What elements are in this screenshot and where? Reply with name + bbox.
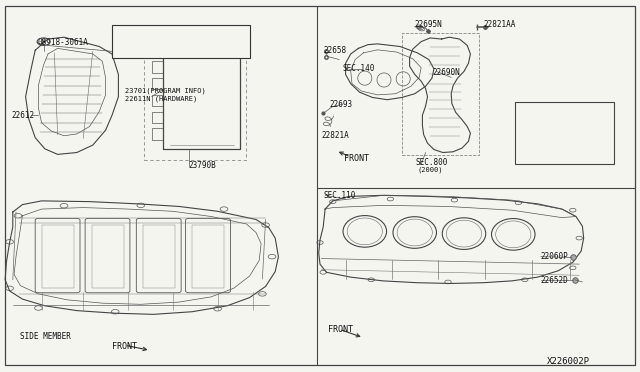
Text: FRONT: FRONT (344, 154, 369, 163)
Text: 22060P: 22060P (541, 252, 568, 261)
Text: FRONT: FRONT (112, 342, 137, 351)
Text: 22631X: 22631X (552, 137, 578, 142)
Text: 08918-3061A: 08918-3061A (37, 38, 88, 47)
Text: SEC.140: SEC.140 (342, 64, 375, 73)
Text: 22612: 22612 (12, 111, 35, 120)
Text: 22611N (HARDWARE): 22611N (HARDWARE) (125, 95, 197, 102)
Text: SIDE MEMBER: SIDE MEMBER (20, 332, 71, 341)
Bar (152, 95, 163, 106)
Text: 22690N: 22690N (432, 68, 460, 77)
Bar (112, 25, 250, 58)
Text: FRONT: FRONT (328, 325, 353, 334)
Bar (152, 78, 163, 89)
Text: 22695N: 22695N (415, 20, 442, 29)
Text: 22821A: 22821A (322, 131, 349, 140)
Text: 23790B: 23790B (189, 161, 216, 170)
Text: X226002P: X226002P (547, 357, 590, 366)
Text: 22821AA: 22821AA (483, 20, 516, 29)
Bar (152, 112, 163, 123)
Text: (2000): (2000) (417, 166, 443, 173)
Text: EXHAUST GAS
TEMPERATURE
SENSOR: EXHAUST GAS TEMPERATURE SENSOR (540, 116, 590, 146)
Bar (152, 128, 163, 140)
Bar (152, 61, 163, 73)
Bar (402, 33, 479, 155)
Text: 23701(PROGRAM INFO): 23701(PROGRAM INFO) (125, 88, 205, 94)
Text: SEC.110: SEC.110 (323, 191, 356, 200)
Text: 22693: 22693 (330, 100, 353, 109)
Text: SEC.800: SEC.800 (416, 158, 449, 167)
Text: N: N (42, 39, 45, 44)
Text: 22652D: 22652D (541, 276, 568, 285)
Text: 22658: 22658 (323, 46, 346, 55)
Bar (515, 102, 614, 164)
Text: ATTENTION: THIS ECU
MUST BE PROGRAMMED DATA: ATTENTION: THIS ECU MUST BE PROGRAMMED D… (127, 32, 234, 51)
